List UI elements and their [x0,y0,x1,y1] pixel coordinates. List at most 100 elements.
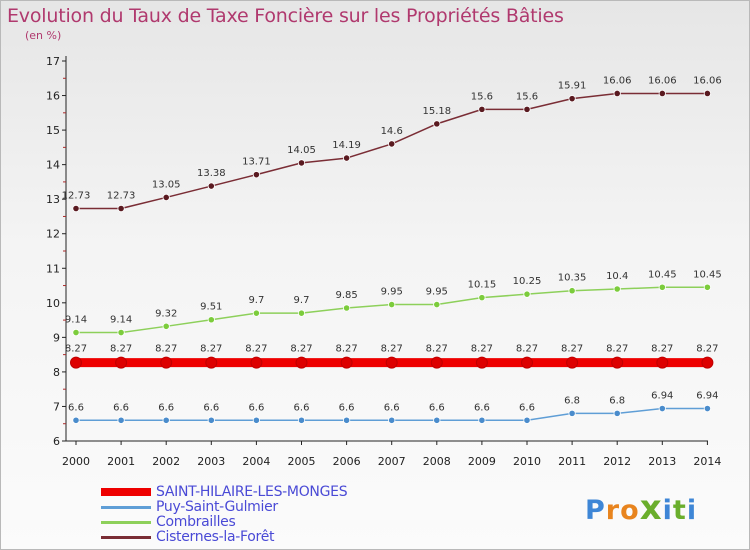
data-label: 8.27 [471,344,493,355]
data-label: 6.6 [519,402,535,413]
y-tick-label: 13 [46,193,60,206]
data-label: 13.71 [242,157,271,168]
x-tick-label: 2001 [107,455,135,468]
data-point [568,95,576,103]
chart-title: Evolution du Taux de Taxe Foncière sur l… [7,5,564,27]
x-tick-label: 2003 [197,455,225,468]
data-label: 13.05 [152,179,181,190]
logo-letter: x [639,488,663,528]
legend-label: Puy-Saint-Gulmier [156,499,278,515]
data-label: 12.73 [107,191,136,202]
logo-letter: i [686,495,698,526]
data-point [475,356,488,369]
data-label: 6.6 [294,402,310,413]
data-label: 6.8 [564,395,580,406]
data-point [433,300,441,309]
data-point [478,416,486,424]
data-point [162,193,170,202]
y-tick-label: 16 [46,90,60,103]
data-label: 8.27 [200,344,222,355]
logo-letter: r [605,495,621,526]
data-point [70,356,82,369]
y-tick-label: 15 [46,124,60,137]
legend-item-combrailles: Combrailles [101,515,431,530]
unit-label: (en %) [25,29,62,42]
data-label: 10.25 [513,276,542,287]
data-point [611,356,624,369]
y-tick-label: 17 [46,55,60,68]
data-point [342,154,351,162]
data-point [207,416,215,424]
data-label: 14.05 [287,145,316,156]
y-tick-label: 10 [46,297,60,310]
data-labels: 12.73 12.73 13.05 13.38 13.71 14.05 14.19 14.6 1… [62,75,722,413]
x-tick-label: 2004 [242,455,270,468]
proxiti-logo: Proxiti [585,488,697,528]
legend-label: Cisternes-la-Forêt [156,529,275,545]
data-label: 14.19 [332,140,361,151]
data-label: 9.7 [248,295,264,306]
data-label: 9.95 [381,287,403,298]
x-tick-label: 2006 [333,455,361,468]
data-point [478,105,486,113]
data-label: 9.14 [110,315,132,326]
data-point [205,356,218,369]
data-point [568,409,576,417]
data-label: 8.27 [245,344,267,355]
data-label: 12.73 [62,191,91,202]
data-label: 8.27 [381,344,403,355]
data-label: 14.6 [381,126,403,137]
data-point [72,416,80,424]
x-tick-label: 2002 [152,455,180,468]
data-point [478,294,486,302]
data-point [388,300,396,309]
line-chart: 6 7 8 9 10 11 12 13 14 15 16 17 2000 2001 2002 2003 2004… [46,55,722,468]
data-point [117,328,125,337]
data-label: 8.27 [651,344,673,355]
x-tick-label: 2013 [648,455,676,468]
data-point [115,356,128,369]
data-point [160,356,173,369]
data-label: 6.6 [384,402,400,413]
y-tick-label: 6 [53,435,60,448]
data-label: 6.8 [609,395,625,406]
data-label: 6.6 [203,402,219,413]
data-label: 10.45 [648,269,677,280]
data-point [388,416,396,424]
data-point [117,204,125,213]
series-lines [70,89,714,424]
data-point [207,316,215,324]
data-point [430,356,443,369]
data-label: 9.85 [335,290,357,301]
series-line [76,92,708,210]
legend-swatch [101,488,151,496]
data-label: 9.51 [200,302,222,313]
data-label: 8.27 [606,344,628,355]
data-point [701,356,714,369]
x-tick-label: 2005 [288,455,316,468]
x-tick-label: 2011 [558,455,586,468]
data-label: 8.27 [561,344,583,355]
legend-swatch [101,521,151,524]
y-tick-label: 8 [53,366,60,379]
data-label: 9.32 [155,308,177,319]
data-label: 6.6 [68,402,84,413]
x-tick-label: 2014 [693,455,721,468]
data-label: 10.45 [693,269,722,280]
data-point [656,356,669,369]
data-label: 8.27 [110,344,132,355]
data-point [72,328,80,337]
data-label: 8.27 [65,344,87,355]
x-tick-label: 2012 [603,455,631,468]
data-label: 10.15 [468,280,497,291]
data-point [252,416,260,424]
data-point [433,120,441,128]
data-label: 16.06 [603,75,632,86]
x-tick-label: 2000 [62,455,90,468]
data-label: 8.27 [516,344,538,355]
data-point [388,140,396,148]
data-label: 6.6 [113,402,129,413]
x-tick-label: 2008 [423,455,451,468]
data-label: 8.27 [290,344,312,355]
data-point [521,356,533,369]
